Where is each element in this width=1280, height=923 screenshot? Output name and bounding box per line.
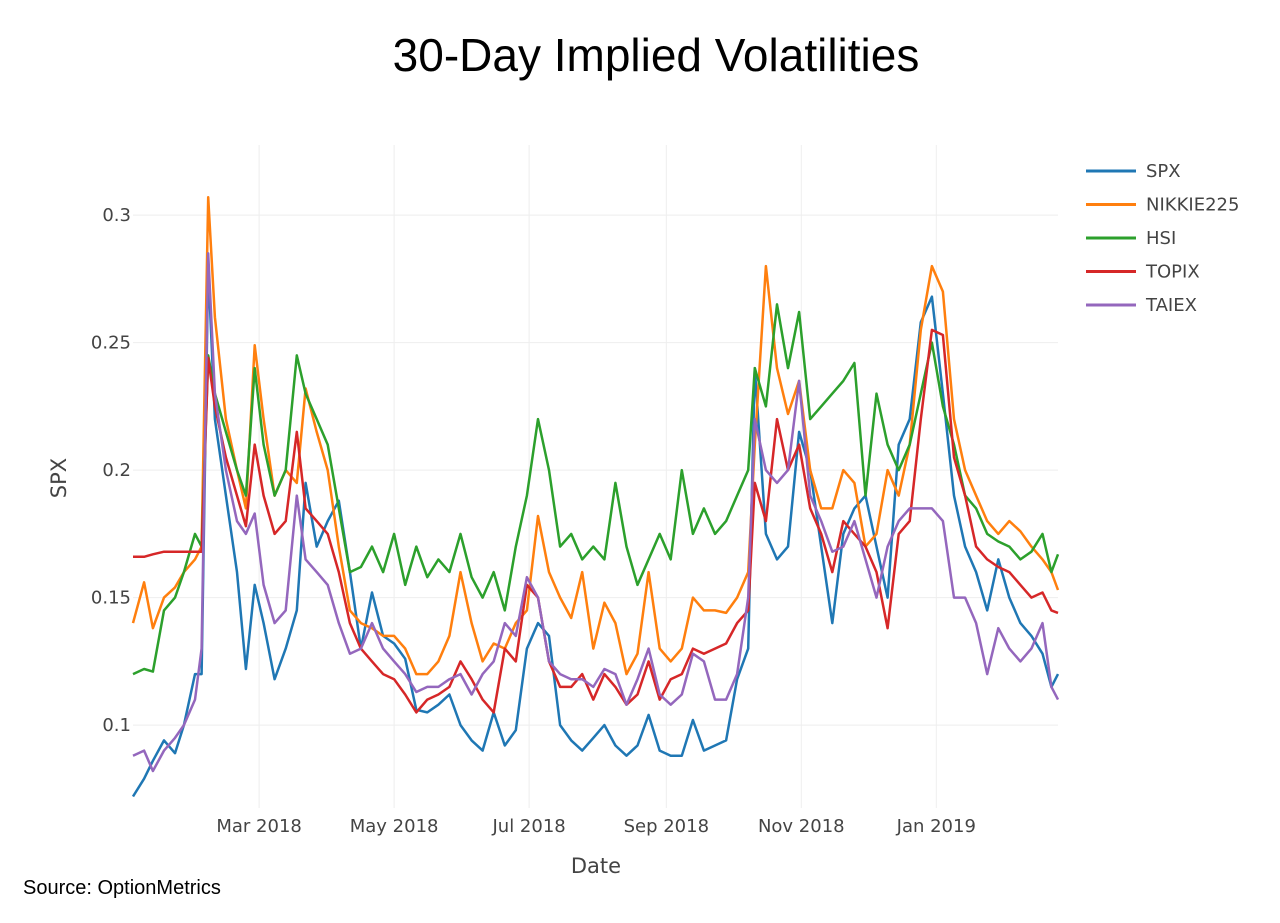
x-tick-label: Nov 2018 — [758, 816, 845, 837]
series-line-spx — [131, 264, 1060, 798]
series-line-topix — [133, 328, 1059, 714]
y-tick-label: 0.25 — [91, 333, 131, 354]
legend-label: NIKKIE225 — [1146, 195, 1239, 216]
series-line-taiex — [132, 252, 1060, 773]
y-axis-ticks: 0.1 0.15 0.2 0.25 0.3 — [91, 205, 131, 736]
x-tick-label: Jul 2018 — [491, 816, 565, 837]
x-tick-label: Jan 2019 — [896, 816, 976, 837]
legend-label: HSI — [1146, 228, 1176, 249]
x-tick-label: Mar 2018 — [216, 816, 302, 837]
legend-item-topix[interactable]: TOPIX — [1086, 262, 1200, 283]
legend-item-spx[interactable]: SPX — [1086, 161, 1181, 182]
legend-item-taiex[interactable]: TAIEX — [1086, 295, 1197, 316]
x-axis-title: Date — [571, 854, 621, 878]
series-layer — [131, 196, 1060, 798]
source-note: Source: OptionMetrics — [23, 877, 221, 899]
series-line-hsi — [132, 303, 1060, 676]
y-axis-title: SPX — [47, 458, 71, 498]
legend-item-hsi[interactable]: HSI — [1086, 228, 1176, 249]
legend: SPX NIKKIE225 HSI TOPIX TAIEX — [1086, 161, 1239, 316]
legend-item-nikkie225[interactable]: NIKKIE225 — [1086, 195, 1239, 216]
legend-label: SPX — [1146, 161, 1181, 182]
y-tick-label: 0.2 — [102, 460, 131, 481]
series-line-nikkie225 — [131, 196, 1060, 676]
y-tick-label: 0.3 — [102, 205, 131, 226]
legend-label: TOPIX — [1145, 262, 1200, 283]
x-tick-label: Sep 2018 — [624, 816, 709, 837]
x-axis-ticks: Mar 2018 May 2018 Jul 2018 Sep 2018 Nov 2018… — [216, 816, 976, 837]
x-tick-label: May 2018 — [350, 816, 439, 837]
chart-title: 30-Day Implied Volatilities — [392, 29, 920, 81]
legend-label: TAIEX — [1145, 295, 1197, 316]
y-tick-label: 0.1 — [102, 715, 131, 736]
y-tick-label: 0.15 — [91, 588, 131, 609]
